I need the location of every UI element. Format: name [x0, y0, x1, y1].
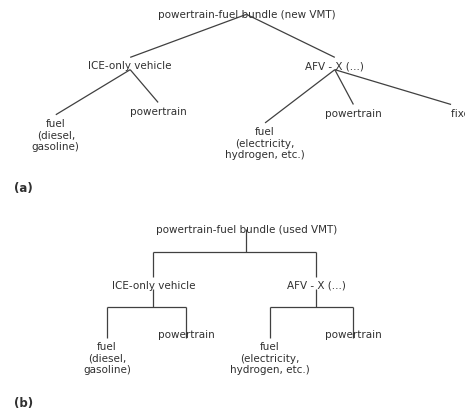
Text: fuel
(diesel,
gasoline): fuel (diesel, gasoline)	[32, 119, 80, 152]
Text: powertrain: powertrain	[325, 109, 382, 118]
Text: AFV - X (...): AFV - X (...)	[306, 61, 364, 71]
Text: ICE-only vehicle: ICE-only vehicle	[88, 61, 172, 71]
Text: powertrain: powertrain	[325, 330, 382, 340]
Text: fuel
(electricity,
hydrogen, etc.): fuel (electricity, hydrogen, etc.)	[230, 342, 310, 375]
Text: fuel
(electricity,
hydrogen, etc.): fuel (electricity, hydrogen, etc.)	[225, 127, 305, 160]
Text: powertrain-fuel bundle (used VMT): powertrain-fuel bundle (used VMT)	[156, 226, 337, 235]
Text: fuel
(diesel,
gasoline): fuel (diesel, gasoline)	[83, 342, 131, 375]
Text: powertrain: powertrain	[130, 107, 186, 116]
Text: (b): (b)	[14, 397, 33, 410]
Text: AFV - X (...): AFV - X (...)	[287, 281, 345, 291]
Text: fixed factor: fixed factor	[451, 109, 465, 118]
Text: (a): (a)	[14, 181, 33, 194]
Text: powertrain: powertrain	[158, 330, 214, 340]
Text: ICE-only vehicle: ICE-only vehicle	[112, 281, 195, 291]
Text: powertrain-fuel bundle (new VMT): powertrain-fuel bundle (new VMT)	[158, 10, 335, 20]
